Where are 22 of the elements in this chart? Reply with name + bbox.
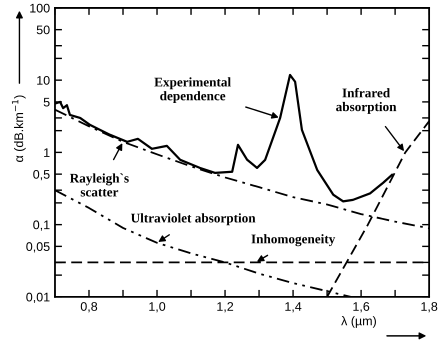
x-tick-label: 1,0 bbox=[149, 302, 166, 312]
annotation: Rayleigh`s scatter bbox=[70, 173, 129, 197]
y-tick-label: 5 bbox=[44, 98, 50, 107]
x-tick-label: 1,4 bbox=[285, 302, 302, 312]
y-tick-label: 0,1 bbox=[33, 220, 50, 231]
y-axis-title: α (dB.km$^{−1}$) bbox=[12, 95, 26, 162]
annotation: Ultraviolet absorption bbox=[130, 213, 256, 226]
x-tick-label: 0,8 bbox=[80, 302, 98, 312]
y-tick-label: 0,05 bbox=[26, 242, 50, 253]
y-tick-label: 0,01 bbox=[26, 292, 50, 303]
y-tick-label: 10 bbox=[37, 76, 50, 85]
y-tick-label: 50 bbox=[36, 25, 50, 34]
y-tick-label: 1 bbox=[44, 148, 50, 157]
x-tick-label: 1,2 bbox=[217, 302, 234, 312]
annotation: Inhomogeneity bbox=[251, 234, 336, 246]
annotation: Experimental dependence bbox=[154, 77, 231, 104]
x-tick-label: 1,8 bbox=[421, 302, 438, 312]
x-axis-title: λ (µm) bbox=[341, 316, 376, 328]
annotation: Infrared absorption bbox=[336, 88, 396, 114]
y-tick-label: 100 bbox=[30, 4, 50, 13]
y-tick-label: 0,5 bbox=[33, 170, 50, 180]
x-tick-label: 1,6 bbox=[353, 302, 370, 312]
